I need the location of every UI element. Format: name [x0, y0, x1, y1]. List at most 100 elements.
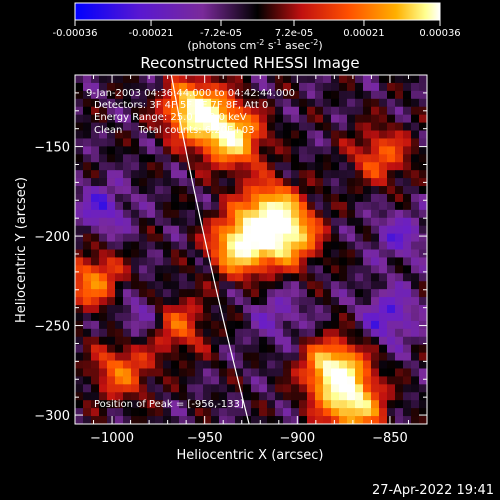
heatmap-cell: [75, 273, 84, 282]
heatmap-cell: [203, 90, 212, 100]
heatmap-cell: [403, 297, 412, 306]
heatmap-cell: [147, 257, 156, 266]
heatmap-cell: [347, 281, 356, 290]
heatmap-cell: [291, 154, 300, 163]
heatmap-cell: [211, 75, 220, 84]
heatmap-cell: [219, 217, 228, 227]
heatmap-cell: [379, 106, 388, 116]
heatmap-cell: [403, 408, 412, 417]
heatmap-cell: [115, 400, 124, 409]
heatmap-cell: [211, 416, 220, 424]
heatmap-cell: [211, 162, 220, 171]
heatmap-cell: [251, 98, 260, 108]
heatmap-cell: [203, 209, 212, 219]
heatmap-cell: [267, 360, 276, 369]
heatmap-cell: [227, 106, 236, 116]
heatmap-cell: [163, 368, 172, 377]
heatmap-cell: [291, 273, 300, 282]
heatmap-cell: [283, 400, 292, 409]
heatmap-cell: [235, 193, 244, 203]
heatmap-cell: [211, 98, 220, 108]
heatmap-cell: [171, 400, 180, 409]
heatmap-cell: [411, 281, 420, 290]
heatmap-cell: [291, 138, 300, 147]
heatmap-cell: [307, 376, 316, 385]
heatmap-cell: [171, 233, 180, 243]
heatmap-cell: [331, 273, 340, 282]
heatmap-cell: [331, 241, 340, 250]
heatmap-cell: [171, 376, 180, 385]
heatmap-cell: [211, 360, 220, 369]
heatmap-cell: [123, 193, 132, 203]
heatmap-cell: [419, 146, 427, 155]
heatmap-cell: [267, 249, 276, 258]
heatmap-cell: [211, 392, 220, 401]
heatmap-cell: [251, 281, 260, 290]
heatmap-cell: [155, 170, 164, 179]
heatmap-cell: [371, 328, 380, 338]
heatmap-cell: [147, 352, 156, 362]
heatmap-cell: [387, 376, 396, 385]
heatmap-cell: [91, 217, 100, 227]
heatmap-cell: [131, 217, 140, 227]
heatmap-cell: [275, 82, 284, 92]
heatmap-cell: [91, 305, 100, 314]
heatmap-cell: [211, 225, 220, 235]
heatmap-cell: [347, 320, 356, 330]
heatmap-cell: [235, 312, 244, 322]
heatmap-cell: [147, 344, 156, 354]
heatmap-cell: [419, 408, 427, 417]
heatmap-cell: [403, 376, 412, 385]
heatmap-cell: [243, 297, 252, 306]
heatmap-cell: [323, 297, 332, 306]
heatmap-cell: [411, 82, 420, 92]
heatmap-cell: [419, 241, 427, 250]
heatmap-cell: [163, 154, 172, 163]
heatmap-cell: [283, 360, 292, 369]
heatmap-cell: [203, 75, 212, 84]
heatmap-cell: [195, 233, 204, 243]
heatmap-cell: [211, 201, 220, 211]
heatmap-cell: [163, 352, 172, 362]
heatmap-cell: [347, 154, 356, 163]
heatmap-cell: [371, 82, 380, 92]
heatmap-cell: [355, 130, 364, 139]
heatmap-cell: [171, 241, 180, 250]
heatmap-cell: [355, 186, 364, 195]
annotation-detectors: Detectors: 3F 4F 5F 6F 7F 8F, Att 0: [94, 100, 268, 111]
heatmap-cell: [131, 360, 140, 369]
heatmap-cell: [403, 201, 412, 211]
heatmap-cell: [163, 265, 172, 274]
heatmap-cell: [411, 297, 420, 306]
heatmap-cell: [267, 344, 276, 354]
heatmap-cell: [195, 368, 204, 377]
heatmap-cell: [195, 217, 204, 227]
heatmap-cell: [419, 392, 427, 401]
heatmap-cell: [123, 265, 132, 274]
heatmap-cell: [251, 305, 260, 314]
heatmap-cell: [251, 257, 260, 266]
heatmap-cell: [355, 312, 364, 322]
heatmap-cell: [395, 146, 404, 155]
heatmap-cell: [411, 312, 420, 322]
heatmap-cell: [115, 265, 124, 274]
heatmap-cell: [307, 273, 316, 282]
heatmap-cell: [307, 114, 316, 124]
heatmap-cell: [323, 360, 332, 369]
heatmap-cell: [99, 82, 108, 92]
heatmap-cell: [315, 233, 324, 243]
heatmap-cell: [155, 130, 164, 139]
heatmap-cell: [227, 273, 236, 282]
heatmap-cell: [115, 162, 124, 171]
heatmap-cell: [371, 241, 380, 250]
heatmap-cell: [347, 209, 356, 219]
heatmap-cell: [195, 193, 204, 203]
heatmap-cell: [187, 328, 196, 338]
heatmap-cell: [115, 352, 124, 362]
heatmap-cell: [299, 106, 308, 116]
heatmap-cell: [187, 281, 196, 290]
heatmap-cell: [91, 249, 100, 258]
heatmap-cell: [147, 320, 156, 330]
heatmap-cell: [363, 98, 372, 108]
heatmap-cell: [347, 122, 356, 132]
